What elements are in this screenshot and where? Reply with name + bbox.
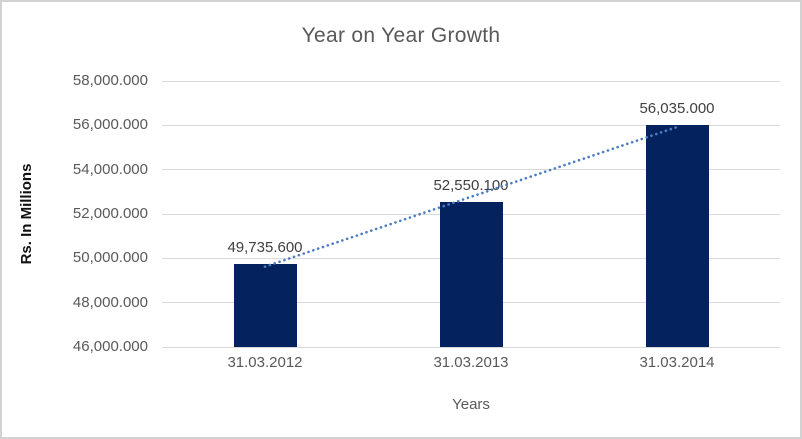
plot-area: 46,000.000 48,000.000 50,000.000 52,000.000… xyxy=(73,73,780,370)
x-axis-line xyxy=(162,347,780,348)
chart-title: Year on Year Growth xyxy=(301,24,501,47)
bar-data-label: 56,035.000 xyxy=(639,99,715,117)
y-tick-label: 54,000.000 xyxy=(72,160,148,178)
y-tick-label: 56,000.000 xyxy=(72,116,148,134)
y-axis-title-text: Rs. In Millions xyxy=(17,163,35,265)
y-tick-label: 50,000.000 xyxy=(72,249,148,267)
y-tick-label: 46,000.000 xyxy=(72,338,148,355)
bar xyxy=(645,124,709,347)
x-category-label: 31.03.2012 xyxy=(227,354,303,371)
y-tick-label: 58,000.000 xyxy=(72,72,148,89)
bar-data-label: 52,550.100 xyxy=(433,176,509,194)
y-tick-label: 52,000.000 xyxy=(72,205,148,222)
bar-data-label: 49,735.600 xyxy=(227,239,303,257)
x-axis-title: Years xyxy=(452,396,490,413)
y-tick-label: 48,000.000 xyxy=(72,293,148,311)
y-gridline xyxy=(162,124,780,126)
y-gridline xyxy=(162,80,780,82)
y-gridline xyxy=(162,346,780,348)
x-category-label: 31.03.2013 xyxy=(433,354,509,371)
bar xyxy=(439,201,503,347)
bar xyxy=(233,264,297,347)
x-category-label: 31.03.2014 xyxy=(639,354,715,371)
